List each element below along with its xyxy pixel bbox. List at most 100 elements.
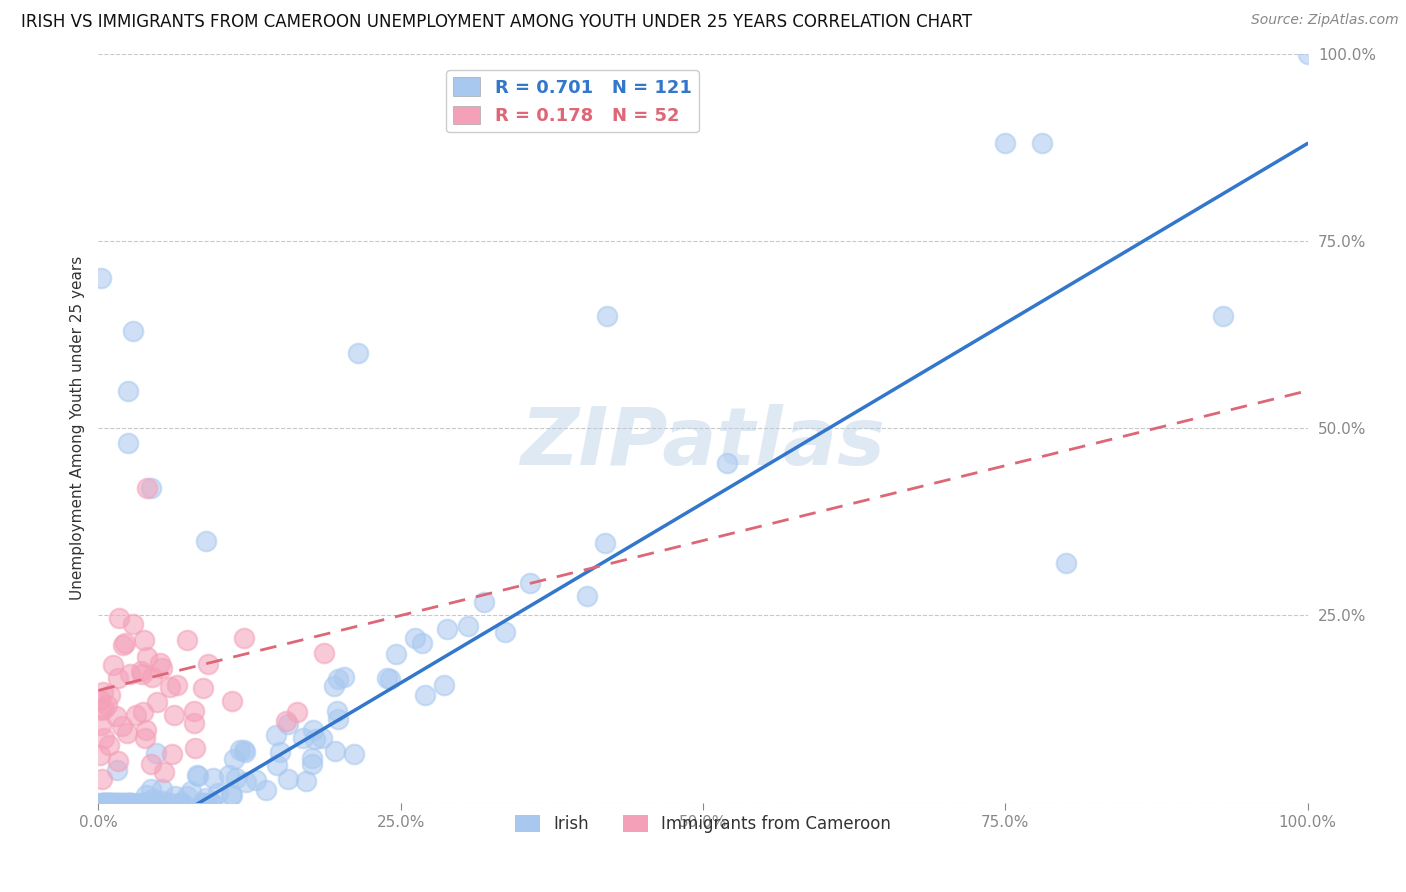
Point [111,719,134,733]
Point [90,703,112,717]
Point [152,765,174,780]
Point [596,309,619,323]
Point [195,533,218,548]
Point [98,796,121,810]
Point [159,796,181,810]
Text: IRISH VS IMMIGRANTS FROM CAMEROON UNEMPLOYMENT AMONG YOUTH UNDER 25 YEARS CORREL: IRISH VS IMMIGRANTS FROM CAMEROON UNEMPL… [21,13,972,31]
Point [1212,309,1234,323]
Point [332,670,354,684]
Point [112,796,135,810]
Point [120,667,142,681]
Point [91,796,114,810]
Point [131,796,153,810]
Point [232,631,254,645]
Point [312,646,335,660]
Point [301,751,323,765]
Point [186,767,208,781]
Point [1031,136,1053,151]
Point [141,670,163,684]
Point [197,657,219,671]
Point [93,702,115,716]
Point [200,796,222,810]
Point [159,680,181,694]
Point [436,623,458,637]
Point [112,639,135,653]
Point [149,656,172,670]
Point [269,745,291,759]
Point [160,747,183,761]
Point [142,796,165,810]
Point [97,796,120,810]
Point [191,681,214,695]
Point [169,796,191,810]
Point [145,796,167,810]
Point [593,535,616,549]
Point [120,796,142,810]
Point [93,685,115,699]
Point [202,772,225,786]
Point [519,575,541,590]
Point [96,796,118,810]
Point [224,752,246,766]
Text: ZIPatlas: ZIPatlas [520,404,886,483]
Point [135,789,157,803]
Point [343,747,366,761]
Point [136,796,159,810]
Point [169,796,191,810]
Text: Source: ZipAtlas.com: Source: ZipAtlas.com [1251,13,1399,28]
Point [89,747,111,762]
Point [380,672,402,686]
Point [183,704,205,718]
Point [225,771,247,785]
Point [221,694,243,708]
Point [194,796,217,810]
Point [326,712,349,726]
Point [138,796,160,810]
Point [91,796,114,810]
Point [117,796,139,810]
Point [346,346,368,360]
Point [194,790,217,805]
Point [114,636,136,650]
Point [110,796,132,810]
Point [193,796,215,810]
Point [207,786,229,800]
Point [190,796,212,810]
Point [233,745,256,759]
Point [266,728,288,742]
Y-axis label: Unemployment Among Youth under 25 years: Unemployment Among Youth under 25 years [69,256,84,600]
Point [132,705,155,719]
Point [163,707,186,722]
Point [98,796,121,810]
Point [176,633,198,648]
Point [145,746,167,760]
Point [107,671,129,685]
Point [295,774,318,789]
Legend: Irish, Immigrants from Cameroon: Irish, Immigrants from Cameroon [509,808,897,839]
Point [134,796,156,810]
Point [138,796,160,810]
Point [93,796,115,810]
Point [97,738,120,752]
Point [994,136,1017,151]
Point [291,731,314,746]
Point [105,796,128,810]
Point [304,731,326,746]
Point [328,672,350,686]
Point [254,782,277,797]
Point [139,481,162,495]
Point [302,723,325,737]
Point [385,647,408,661]
Point [172,796,194,810]
Point [110,796,132,810]
Point [96,698,118,712]
Point [114,796,136,810]
Point [166,678,188,692]
Point [117,384,139,398]
Point [274,714,297,728]
Point [229,743,252,757]
Point [104,708,127,723]
Point [146,695,169,709]
Point [120,796,142,810]
Point [134,731,156,745]
